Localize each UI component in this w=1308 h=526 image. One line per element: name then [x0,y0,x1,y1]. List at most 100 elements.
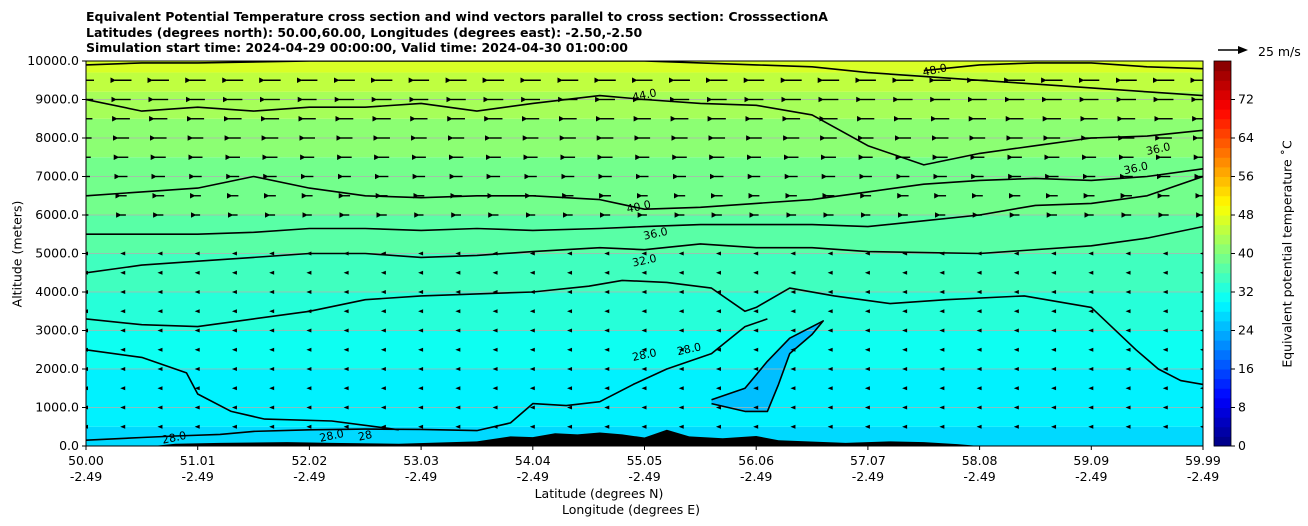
wind-vector [231,251,237,256]
wind-vector [194,309,200,314]
colorbar-segment [1214,436,1231,447]
wind-vector [604,309,610,314]
colorbar-segment [1214,80,1231,91]
wind-vector [1013,386,1019,391]
wind-vector [902,367,908,371]
wind-vector [492,386,498,391]
wind-vector [157,367,163,371]
wind-vector [231,309,237,314]
colorbar-segment [1214,426,1231,437]
wind-vector [939,405,945,410]
wind-vector [567,290,573,294]
wind-vector [343,290,349,294]
wind-vector [976,309,982,314]
wind-vector [1162,347,1168,352]
wind-vector [455,328,461,333]
wind-vector [343,251,349,256]
wind-vector [306,347,312,352]
wind-vector [1125,328,1131,333]
colorbar-segment [1214,282,1231,293]
wind-vector [418,424,424,429]
quiver-key-label: 25 m/s [1258,44,1301,59]
wind-vector [567,386,573,391]
colorbar-segment [1214,61,1231,72]
wind-vector [902,270,908,275]
title-line-2: Latitudes (degrees north): 50.00,60.00, … [86,24,643,40]
y-tick-label: 9000.0 [35,92,79,107]
wind-vector [715,270,721,275]
wind-vector [790,328,796,333]
colorbar-tick-label: 8 [1238,400,1246,415]
x-tick-label-lat: 56.06 [738,453,774,468]
wind-vector [418,309,424,314]
wind-vector [418,367,424,371]
y-tick-label: 3000.0 [35,323,79,338]
wind-vector [864,290,870,294]
wind-vector [604,251,610,256]
wind-vector [939,309,945,314]
colorbar-segment [1214,109,1231,120]
wind-vector [1088,367,1094,371]
temperature-band [86,72,1203,92]
wind-vector [1051,290,1057,294]
wind-vector [306,309,312,314]
y-tick-label: 1000.0 [35,400,79,415]
wind-vector [269,328,275,333]
terrain-fill [86,429,1203,446]
wind-vector [604,328,610,333]
temperature-band [86,91,1203,119]
y-tick-label: 6000.0 [35,207,79,222]
wind-vector [194,290,200,294]
wind-vector [827,386,833,391]
colorbar-segment [1214,128,1231,139]
wind-vector [790,290,796,294]
wind-vector [1051,328,1057,333]
colorbar-segment [1214,138,1231,149]
wind-vector [269,386,275,391]
wind-vector [753,424,759,429]
x-tick-label-lon: -2.49 [182,469,214,484]
wind-vector [827,424,833,429]
wind-vector [1088,290,1094,294]
colorbar-tick-label: 72 [1238,92,1254,107]
wind-vector [641,328,647,333]
colorbar-segment [1214,301,1231,312]
colorbar-segment [1214,215,1231,226]
wind-vector [343,367,349,371]
wind-vector [827,328,833,333]
wind-vector [529,290,535,294]
wind-vector [120,367,126,371]
wind-vector [976,328,982,333]
wind-vector [1051,405,1057,410]
colorbar-segment [1214,243,1231,254]
temperature-band [86,157,1203,215]
wind-vector [604,290,610,294]
colorbar-tick-label: 0 [1238,438,1246,453]
wind-vector [231,347,237,352]
wind-vector [418,270,424,275]
wind-vector [1013,309,1019,314]
wind-vector [678,424,684,429]
wind-vector [1088,328,1094,333]
wind-vector [1125,386,1131,391]
wind-vector [418,347,424,352]
wind-vector [604,386,610,391]
wind-vector [418,328,424,333]
wind-vector [1125,424,1131,429]
contour-label: 48.0 [921,61,948,79]
wind-vector [715,405,721,410]
wind-vector [529,405,535,410]
wind-vector [641,367,647,371]
contour-line-40 [86,168,1203,210]
wind-vector [343,386,349,391]
colorbar-segment [1214,330,1231,341]
wind-vector [343,405,349,410]
title-line-1: Equivalent Potential Temperature cross s… [86,9,828,24]
wind-vector [269,347,275,352]
wind-vector [529,347,535,352]
wind-vector [1162,328,1168,333]
wind-vector [827,405,833,410]
wind-vector [753,386,759,391]
wind-vector [678,270,684,275]
